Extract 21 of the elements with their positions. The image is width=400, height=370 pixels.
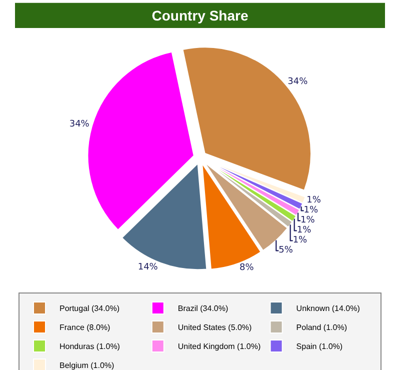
data-label: 34% <box>288 76 308 87</box>
data-label: 1% <box>300 216 316 226</box>
data-label: 1% <box>304 206 319 216</box>
legend-label: Honduras (1.0%) <box>60 342 120 352</box>
legend-label: Spain (1.0%) <box>296 342 343 352</box>
legend-label: United States (5.0%) <box>178 323 252 332</box>
data-label: 1% <box>306 196 322 206</box>
legend-label: Portugal (34.0%) <box>60 304 120 314</box>
legend-label: Belgium (1.0%) <box>60 361 115 370</box>
legend-label: United Kingdom (1.0%) <box>178 342 261 352</box>
legend-label: Brazil (34.0%) <box>178 304 228 314</box>
chart-title: Country Share <box>152 7 248 24</box>
data-label: 34% <box>69 120 90 130</box>
data-label: 14% <box>138 262 158 272</box>
data-label: 5% <box>278 246 294 256</box>
legend-label: France (8.0%) <box>60 323 111 332</box>
data-label: 8% <box>239 263 254 274</box>
legend-label: Unknown (14.0%) <box>296 304 360 314</box>
data-label: 1% <box>296 226 312 236</box>
data-label: 1% <box>292 236 308 246</box>
legend-label: Poland (1.0%) <box>296 323 348 332</box>
